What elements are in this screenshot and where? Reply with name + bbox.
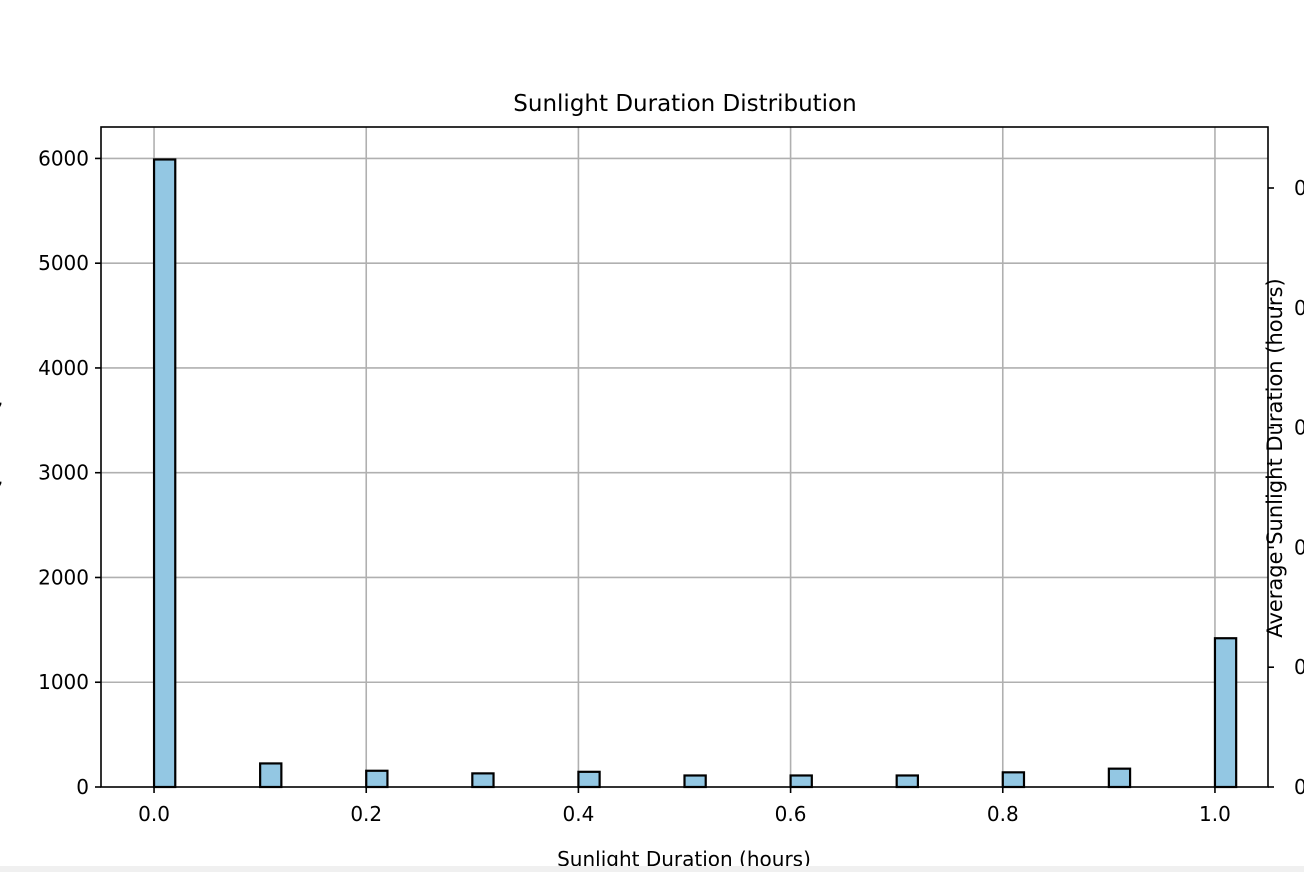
y-tick-label: 3000 bbox=[38, 461, 89, 485]
x-tick-label: 0.6 bbox=[775, 802, 807, 826]
y-tick-label: 0 bbox=[76, 775, 89, 799]
chart-title: Sunlight Duration Distribution bbox=[513, 91, 856, 117]
right-tick-label: 0 bbox=[1294, 176, 1304, 200]
right-tick-label: 0 bbox=[1294, 296, 1304, 320]
x-axis-ticks: 0.0 0.2 0.4 0.6 0.8 1.0 bbox=[138, 787, 1231, 826]
histogram-bar bbox=[259, 762, 283, 789]
grid-lines bbox=[101, 127, 1268, 787]
histogram-bar bbox=[365, 769, 389, 789]
x-tick-label: 0.8 bbox=[987, 802, 1019, 826]
right-y-axis-label: Average Sunlight Duration (hours) bbox=[1263, 278, 1287, 637]
histogram-bar bbox=[152, 158, 177, 789]
histogram-bar bbox=[1107, 767, 1132, 789]
y-tick-label: 5000 bbox=[38, 251, 89, 275]
x-tick-label: 0.0 bbox=[138, 802, 170, 826]
histogram-bar bbox=[577, 770, 601, 789]
right-tick-label: 0 bbox=[1294, 775, 1304, 799]
histogram-bar bbox=[789, 774, 813, 789]
y-tick-label: 2000 bbox=[38, 565, 89, 589]
plot-frame bbox=[100, 126, 1269, 788]
right-tick-label: 0 bbox=[1294, 655, 1304, 679]
histogram-bar bbox=[895, 774, 920, 789]
bars bbox=[152, 158, 1238, 789]
y-tick-label: 6000 bbox=[38, 146, 89, 170]
histogram-bar bbox=[471, 772, 495, 789]
left-y-axis-label-fragment: , bbox=[0, 465, 3, 489]
x-tick-label: 0.2 bbox=[350, 802, 382, 826]
histogram-bar bbox=[1001, 771, 1026, 789]
x-tick-label: 0.4 bbox=[563, 802, 595, 826]
histogram-bar bbox=[1213, 637, 1238, 789]
right-tick-label: 0 bbox=[1294, 416, 1304, 440]
right-tick-label: 0 bbox=[1294, 535, 1304, 559]
y-tick-label: 1000 bbox=[38, 670, 89, 694]
y-axis-ticks: 0 1000 2000 3000 4000 5000 6000 bbox=[38, 146, 101, 799]
window-bottom-edge bbox=[0, 866, 1304, 872]
y-tick-label: 4000 bbox=[38, 356, 89, 380]
right-axis-ticks: 0 0 0 0 0 0 bbox=[1268, 176, 1304, 799]
x-tick-label: 1.0 bbox=[1199, 802, 1231, 826]
histogram-bar bbox=[683, 774, 707, 789]
left-y-axis-label-fragment: , bbox=[0, 386, 3, 410]
